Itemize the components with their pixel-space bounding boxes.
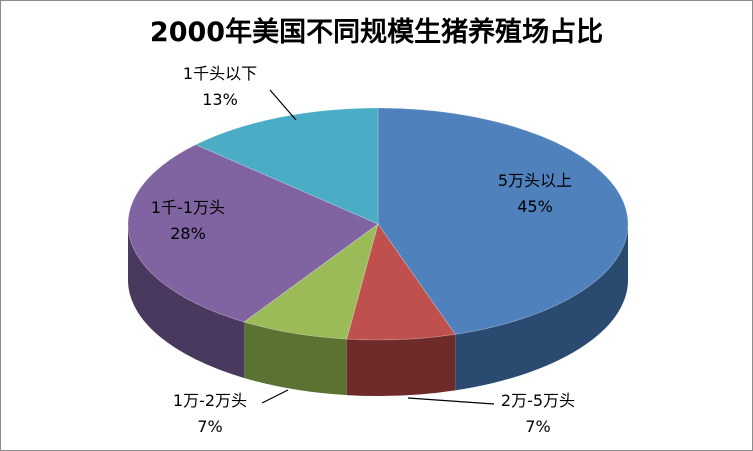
pie-slice-1-1 [127, 144, 379, 323]
slice-percent-5: 45% [517, 197, 553, 216]
slice-label-2-5: 2万-5万头 [501, 391, 575, 410]
leader-line-1 [269, 89, 297, 121]
leader-lines [261, 89, 495, 405]
pie-slices [127, 107, 629, 341]
pie-slice-1-2 [243, 223, 379, 340]
slice-percent-1-1: 28% [170, 224, 206, 243]
leader-line-1-2 [261, 389, 289, 404]
leader-line-2-5 [407, 397, 495, 405]
slice-label-1-2: 1万-2万头 [173, 391, 247, 410]
slice-label-1: 1千头以下 [183, 64, 257, 83]
pie-sides [128, 224, 628, 396]
slice-percent-1-2: 7% [197, 417, 222, 436]
pie-slice-1 [194, 107, 379, 225]
slice-percent-1: 13% [202, 90, 238, 109]
pie-slice-5 [377, 107, 629, 335]
slice-label-1-1: 1千-1万头 [151, 198, 225, 217]
pie-side-1-2 [244, 321, 347, 396]
slice-percent-2-5: 7% [525, 417, 550, 436]
pie-side-5 [455, 224, 628, 391]
data-labels: 5万头以上 45% 2万-5万头 7% 1万-2万头 7% 1千-1万头 28% 1千头以下 13… [151, 64, 575, 436]
chart-title: 2000年美国不同规模生猪养殖场占比 [149, 17, 604, 48]
pie-side-2-5 [346, 334, 456, 396]
pie-slice-2-5 [346, 223, 456, 341]
slice-label-5: 5万头以上 [498, 171, 572, 190]
pie-side-1-1 [128, 224, 245, 378]
